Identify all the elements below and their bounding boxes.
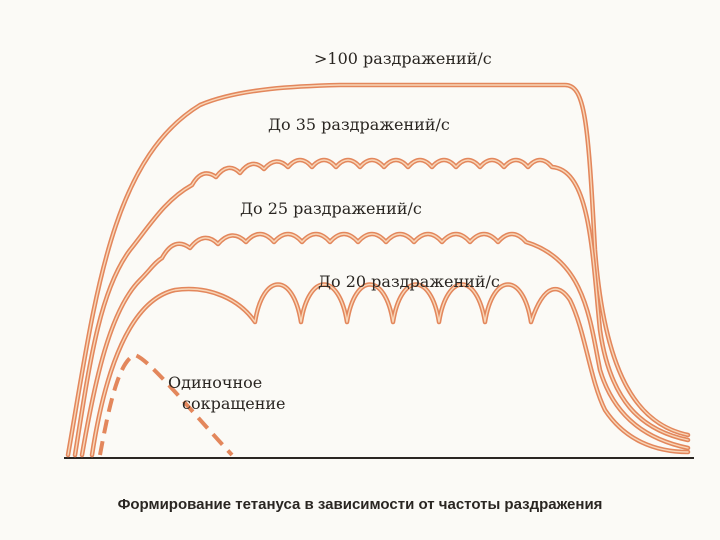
twitch-label: сокращение <box>182 394 286 413</box>
caption: Формирование тетануса в зависимости от ч… <box>118 496 603 513</box>
curve-20 <box>89 282 691 458</box>
curve-100 <box>65 82 691 458</box>
twitch-label: Одиночное <box>168 373 262 392</box>
curve-label: До 20 раздражений/с <box>318 272 500 291</box>
curve-label: До 35 раздражений/с <box>268 115 450 134</box>
curve-25 <box>79 231 691 458</box>
curve-35 <box>72 157 691 458</box>
curve-label: До 25 раздражений/с <box>240 199 422 218</box>
single-twitch-curve <box>98 352 234 457</box>
curve-label: >100 раздражений/с <box>314 49 492 68</box>
